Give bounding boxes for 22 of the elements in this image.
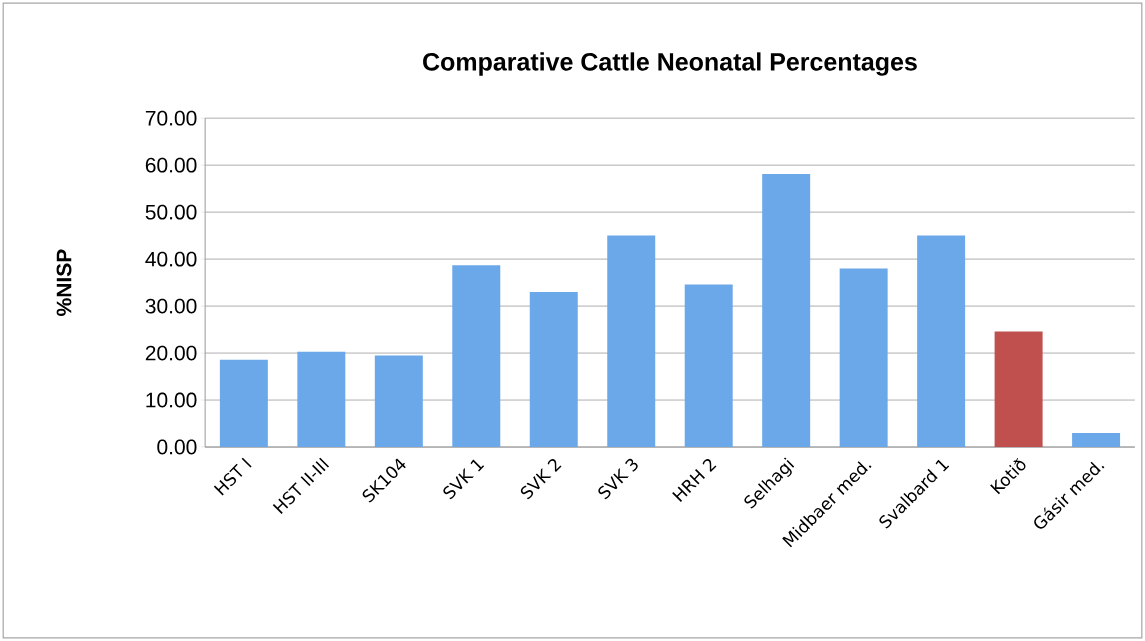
y-tick-label: 70.00 bbox=[145, 110, 197, 126]
y-tick-label: 50.00 bbox=[145, 204, 197, 220]
bar bbox=[297, 351, 346, 447]
y-tick-label: 40.00 bbox=[145, 251, 197, 267]
y-axis-title: %NISP bbox=[56, 249, 72, 316]
bar bbox=[1072, 432, 1121, 447]
bar bbox=[839, 268, 888, 447]
bar bbox=[374, 355, 423, 447]
chart-title: Comparative Cattle Neonatal Percentages bbox=[423, 52, 917, 76]
bar bbox=[917, 235, 966, 447]
bar bbox=[219, 359, 268, 447]
y-tick-label: 60.00 bbox=[145, 157, 197, 173]
bar bbox=[452, 265, 501, 447]
bar bbox=[762, 173, 811, 447]
bar bbox=[994, 331, 1043, 447]
y-tick-label: 10.00 bbox=[146, 392, 197, 408]
y-tick-label: 0.00 bbox=[157, 439, 197, 455]
y-tick-label: 20.00 bbox=[145, 345, 197, 361]
bar bbox=[529, 291, 578, 447]
bar bbox=[684, 284, 733, 447]
y-tick-label: 30.00 bbox=[145, 298, 197, 314]
bar bbox=[607, 235, 656, 447]
